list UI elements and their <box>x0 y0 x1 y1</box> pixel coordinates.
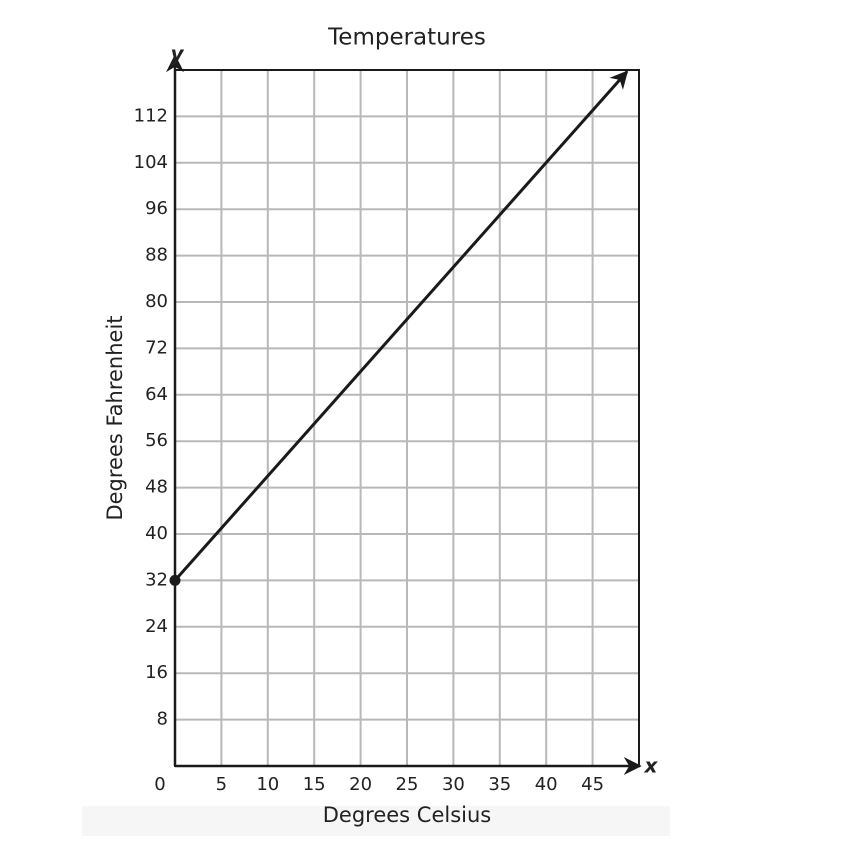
x-tick-label: 40 <box>535 774 558 795</box>
x-tick-label: 0 <box>154 774 165 795</box>
chart-title: Temperatures <box>327 25 486 51</box>
y-tick-label: 8 <box>157 709 168 730</box>
y-tick-label: 48 <box>145 477 168 498</box>
y-tick-label: 80 <box>145 291 168 312</box>
y-tick-label: 32 <box>145 569 168 590</box>
y-axis-title: Degrees Fahrenheit <box>103 315 127 520</box>
x-axis-title: Degrees Celsius <box>323 803 492 827</box>
y-tick-label: 56 <box>145 430 168 451</box>
x-axis-letter: x <box>644 754 659 778</box>
x-tick-label: 25 <box>396 774 419 795</box>
x-tick-label: 20 <box>349 774 372 795</box>
x-tick-label: 30 <box>442 774 465 795</box>
y-tick-label: 112 <box>134 105 168 126</box>
y-tick-label: 16 <box>145 662 168 683</box>
x-tick-label: 45 <box>581 774 604 795</box>
data-line <box>173 70 629 582</box>
y-tick-label: 24 <box>145 616 168 637</box>
y-tick-label: 40 <box>145 523 168 544</box>
y-tick-label: 96 <box>145 198 168 219</box>
x-tick-label: 10 <box>256 774 279 795</box>
x-tick-label: 5 <box>216 774 227 795</box>
x-tick-label: 35 <box>488 774 511 795</box>
start-point <box>169 574 181 586</box>
y-tick-label: 104 <box>134 152 168 173</box>
x-tick-label: 15 <box>303 774 326 795</box>
y-tick-label: 88 <box>145 245 168 266</box>
y-tick-label: 64 <box>145 384 168 405</box>
caption-band <box>82 806 670 836</box>
y-axis-letter: y <box>170 42 184 66</box>
y-tick-label: 72 <box>145 337 168 358</box>
